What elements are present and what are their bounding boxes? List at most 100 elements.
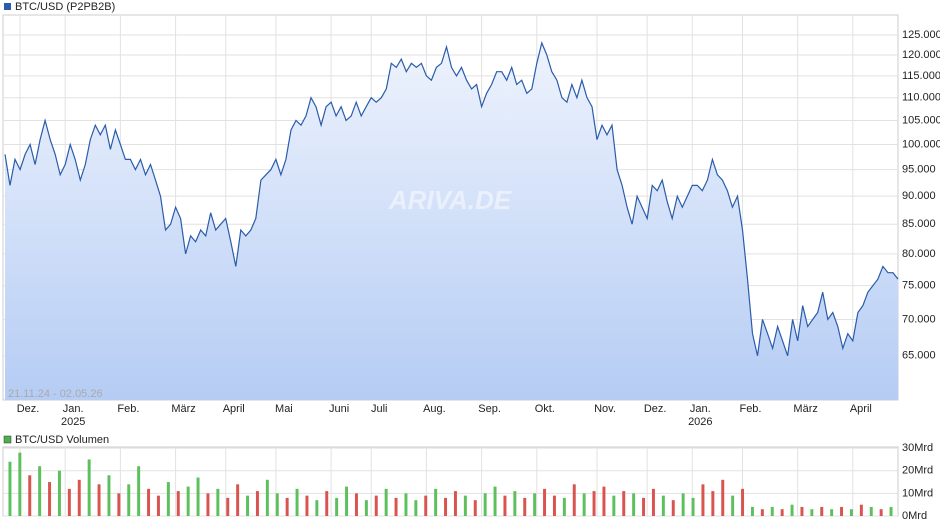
volume-bar: [661, 495, 665, 516]
volume-bar: [741, 488, 745, 516]
x-tick-label: Nov.: [594, 403, 616, 415]
x-tick-year: 2025: [61, 416, 85, 428]
y-tick-label: 75.000: [902, 280, 936, 292]
y-tick-label: 10Mrd: [902, 487, 933, 499]
price-line: [4, 40, 899, 356]
volume-bar: [830, 509, 834, 516]
volume-bar: [592, 491, 596, 516]
volume-bar: [265, 479, 269, 516]
volume-bar: [127, 484, 131, 516]
volume-bar: [820, 506, 824, 516]
x-tick-label: Sep.: [478, 403, 501, 415]
volume-bar: [889, 506, 893, 516]
volume-bar: [572, 484, 576, 516]
volume-bar: [671, 500, 675, 516]
y-tick-label: 115.000: [902, 70, 940, 82]
volume-bar: [77, 479, 81, 516]
x-tick-label: Mai: [275, 403, 293, 415]
volume-bar: [533, 493, 537, 516]
date-range: 21.11.24 - 02.05.26: [8, 388, 103, 400]
y-tick-label: 20Mrd: [902, 465, 933, 477]
volume-bar: [800, 506, 804, 516]
watermark: ARIVA.DE: [388, 185, 512, 215]
x-tick-label: März: [171, 403, 195, 415]
volume-bar: [750, 506, 754, 516]
volume-bar: [513, 491, 517, 516]
volume-bar: [354, 493, 358, 516]
volume-bar: [849, 509, 853, 516]
y-tick-label: 110.000: [902, 92, 940, 104]
x-tick-label: Aug.: [423, 403, 446, 415]
volume-bar: [315, 500, 319, 516]
volume-bar: [414, 500, 418, 516]
volume-bar: [87, 459, 91, 516]
volume-bar: [394, 497, 398, 516]
y-tick-label: 95.000: [902, 164, 936, 176]
volume-bar: [137, 466, 141, 516]
volume-bar: [18, 452, 22, 516]
legend-label: BTC/USD Volumen: [15, 434, 109, 446]
volume-bar: [869, 506, 873, 516]
y-tick-label: 100.000: [902, 138, 940, 150]
volume-bar: [255, 491, 259, 516]
volume-bar: [246, 495, 250, 516]
volume-bar: [434, 488, 438, 516]
x-tick-label: Okt.: [535, 403, 555, 415]
x-tick-label: Juni: [329, 403, 349, 415]
y-tick-label: 125.000: [902, 29, 940, 41]
volume-bar: [305, 495, 309, 516]
volume-bar: [345, 486, 349, 516]
x-tick-label: Dez.: [644, 403, 667, 415]
volume-bar: [503, 495, 507, 516]
volume-bar: [236, 484, 240, 516]
volume-bar: [176, 491, 180, 516]
volume-bar: [384, 488, 388, 516]
x-tick-label: Dez.: [17, 403, 40, 415]
x-tick-label: Jan.: [690, 403, 711, 415]
volume-bar: [840, 506, 844, 516]
volume-bar: [216, 488, 220, 516]
volume-bar: [691, 497, 695, 516]
volume-bar: [186, 486, 190, 516]
x-tick-label: April: [223, 403, 245, 415]
volume-bar: [859, 504, 863, 516]
volume-bar: [8, 461, 12, 516]
x-tick-year: 2026: [688, 416, 712, 428]
volume-bar: [97, 484, 101, 516]
volume-bar: [523, 497, 527, 516]
volume-panel: [2, 446, 899, 517]
x-tick-label: Feb.: [739, 403, 761, 415]
volume-bar: [57, 470, 61, 516]
volume-bar: [651, 488, 655, 516]
volume-bar: [38, 466, 42, 516]
y-tick-label: 70.000: [902, 313, 936, 325]
volume-bar: [166, 482, 170, 516]
volume-bar: [295, 488, 299, 516]
x-tick-label: Jan.: [63, 403, 84, 415]
volume-bar: [285, 497, 289, 516]
price-area: [5, 42, 898, 401]
volume-bar: [463, 495, 467, 516]
volume-bar: [374, 495, 378, 516]
x-tick-label: März: [793, 403, 817, 415]
legend-swatch: [4, 3, 11, 10]
y-tick-label: 65.000: [902, 350, 936, 362]
volume-bar: [612, 495, 616, 516]
y-tick-label: 0Mrd: [902, 510, 927, 522]
volume-bar: [117, 493, 121, 516]
volume-bar: [156, 495, 160, 516]
x-tick-label: April: [850, 403, 872, 415]
volume-bar: [790, 504, 794, 516]
volume-bar: [780, 509, 784, 516]
volume-bar: [721, 479, 725, 516]
volume-bar: [473, 500, 477, 516]
volume-bar: [731, 495, 735, 516]
volume-bar: [424, 495, 428, 516]
volume-bar: [325, 491, 329, 516]
volume-bar: [453, 491, 457, 516]
volume-bar: [483, 493, 487, 516]
volume-bar: [404, 493, 408, 516]
volume-bar: [493, 486, 497, 516]
x-tick-label: Feb.: [117, 403, 139, 415]
